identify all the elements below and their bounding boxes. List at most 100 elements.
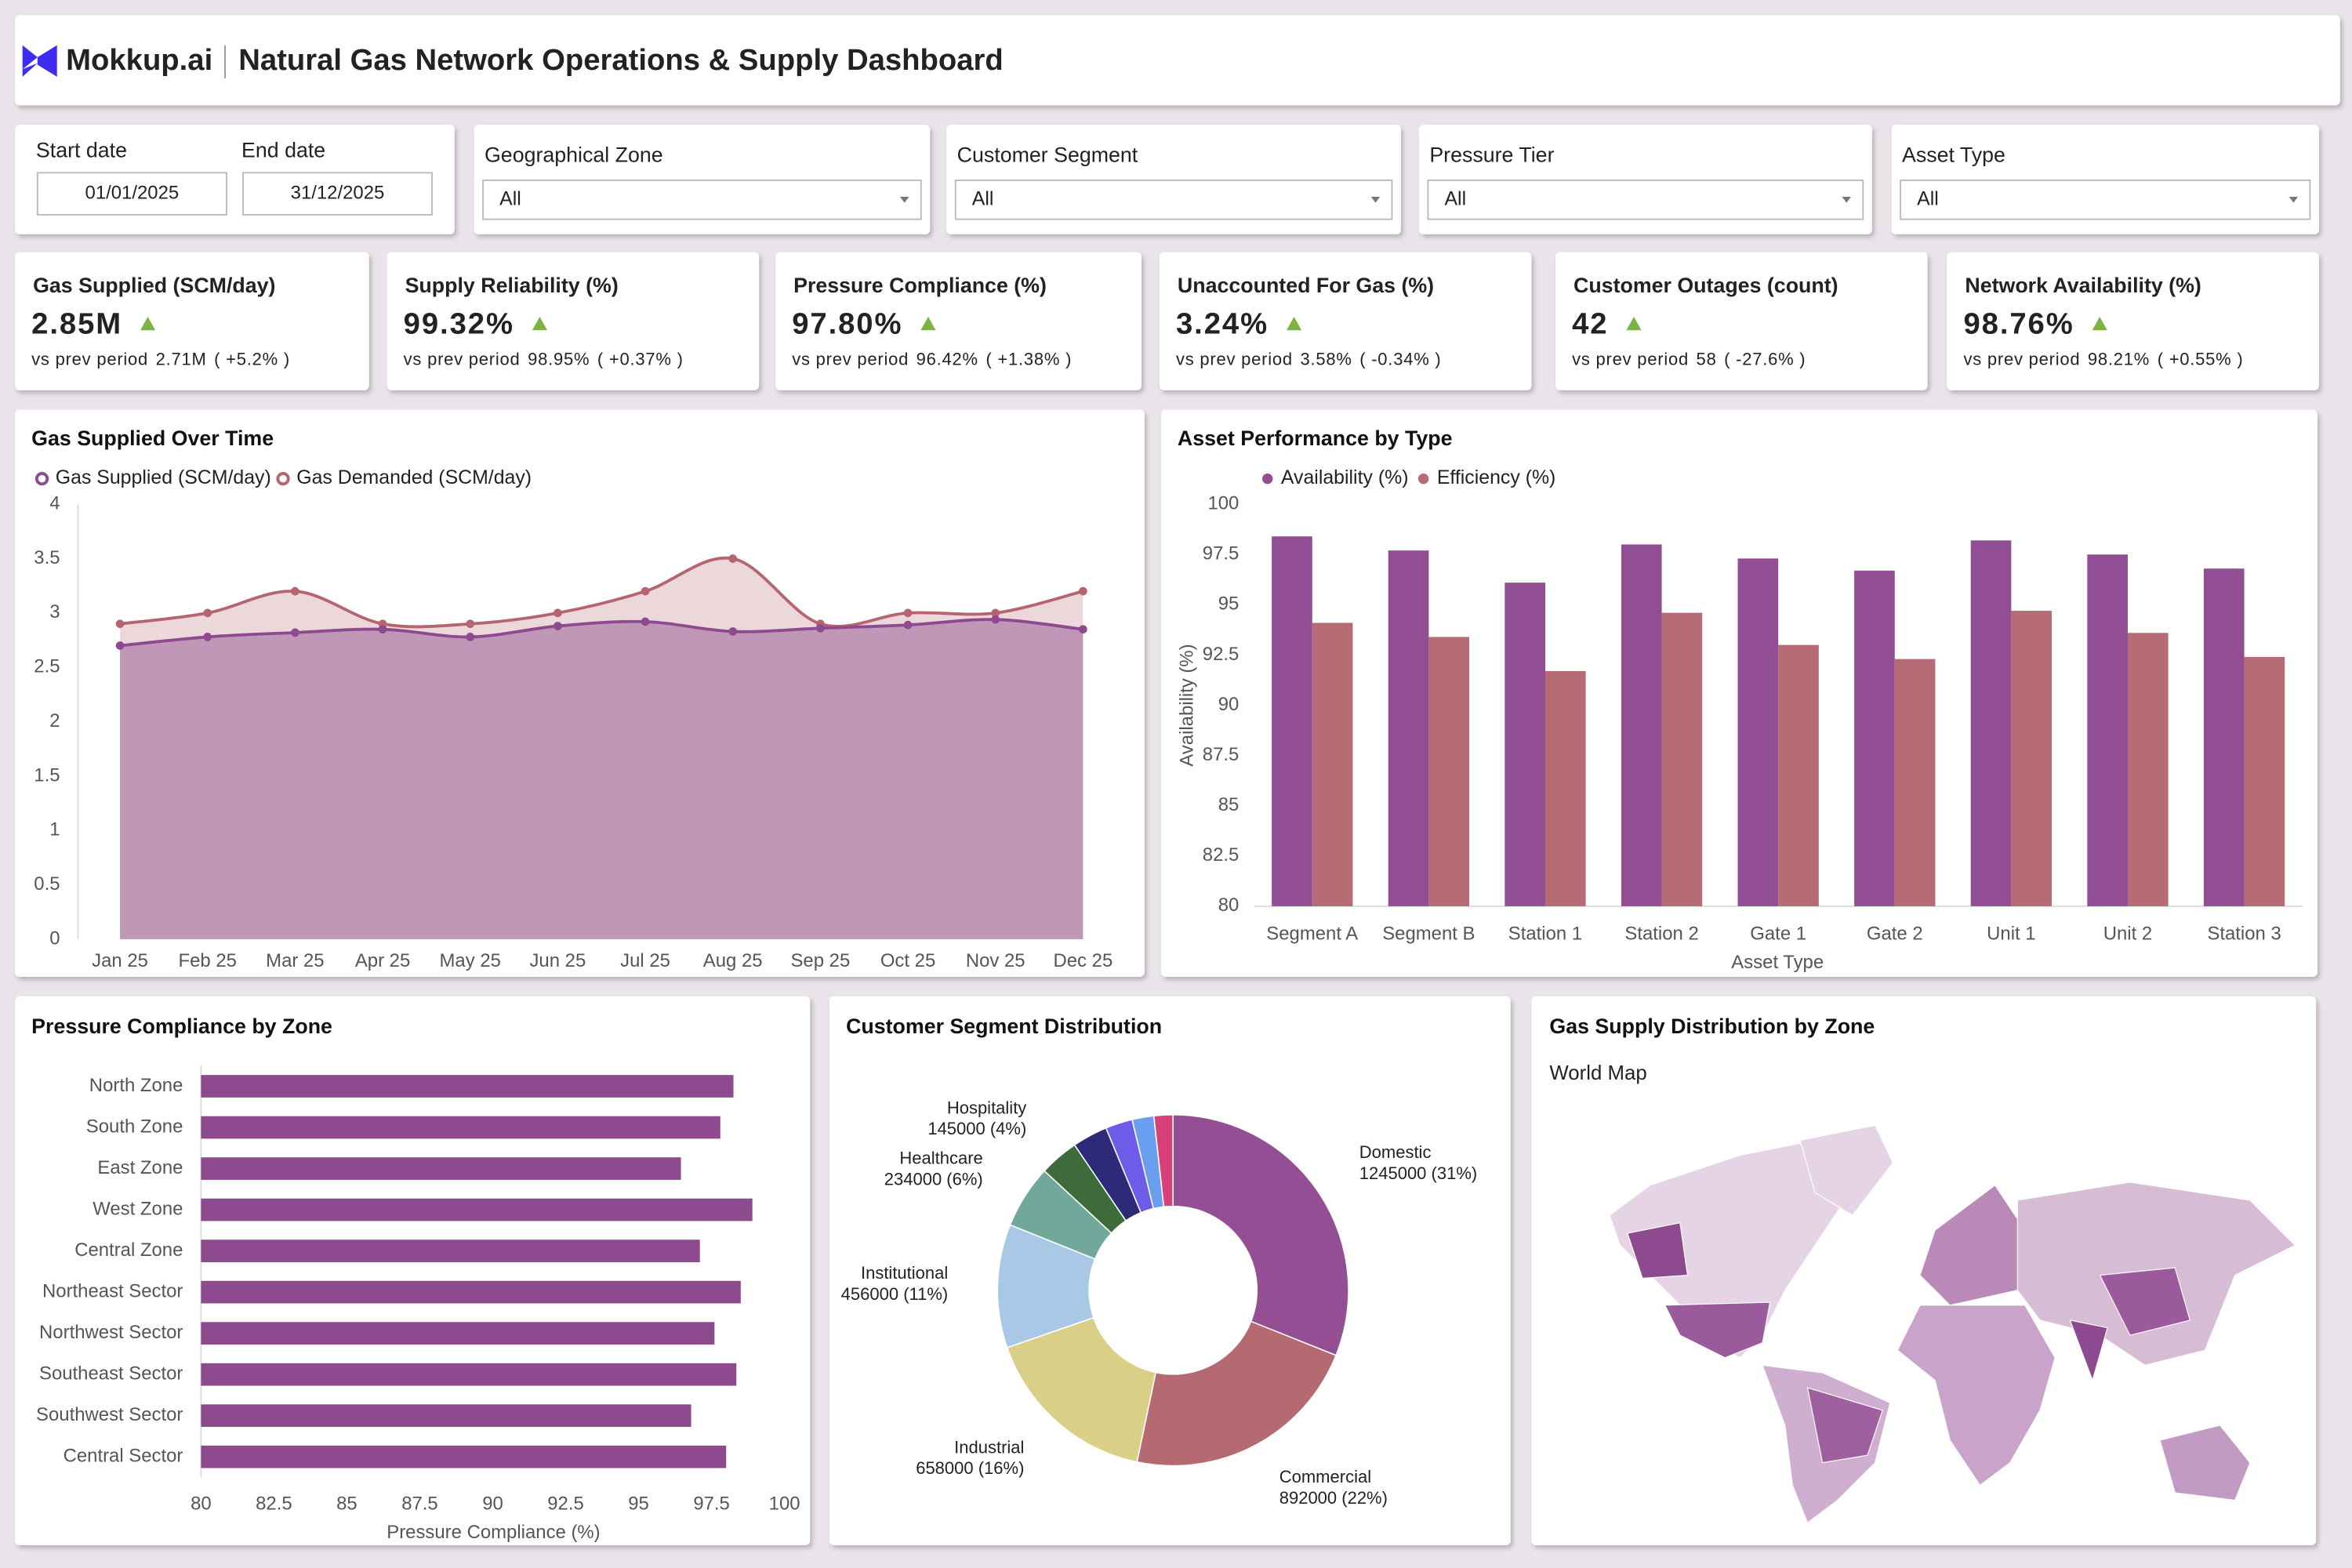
map-region	[2069, 1319, 2108, 1382]
x-tick-label: 85	[336, 1494, 358, 1515]
y-tick-label: 85	[1218, 794, 1240, 815]
slice	[1136, 1320, 1338, 1467]
slice-label: Hospitality	[947, 1098, 1026, 1117]
panel	[15, 15, 2340, 106]
y-tick-label: 87.5	[1203, 744, 1240, 765]
x-tick-label: Feb 25	[179, 950, 237, 971]
y-tick-label: 3.5	[34, 547, 60, 568]
slice-label: Institutional	[861, 1263, 948, 1283]
x-tick-label: 80	[191, 1494, 212, 1515]
kpi-change: ( +0.37% )	[597, 349, 684, 368]
x-tick-label: Gate 1	[1750, 924, 1806, 945]
kpi-title: Customer Outages (count)	[1573, 274, 1838, 297]
x-tick-label: Segment A	[1266, 924, 1358, 945]
dropdown[interactable]	[954, 179, 1393, 220]
bar	[201, 1075, 734, 1098]
kpi-title: Pressure Compliance (%)	[793, 274, 1047, 297]
y-tick-label: 1.5	[34, 764, 60, 786]
bar	[1737, 558, 1779, 906]
x-tick-label: 97.5	[693, 1494, 730, 1515]
dashboard-title: Natural Gas Network Operations & Supply …	[238, 43, 1004, 77]
x-tick-label: Jan 25	[92, 950, 148, 971]
point	[641, 586, 650, 596]
point	[203, 633, 212, 641]
bar	[201, 1404, 691, 1428]
legend-label: Availability (%)	[1281, 466, 1409, 488]
bar	[1312, 622, 1353, 906]
x-tick-label: Station 3	[2207, 924, 2281, 945]
bar	[201, 1240, 700, 1262]
map-subtitle: World Map	[1549, 1062, 1646, 1084]
filter-value: All	[1444, 187, 1466, 209]
point	[203, 608, 212, 618]
y-tick-label: North Zone	[89, 1075, 183, 1096]
bar	[201, 1157, 681, 1180]
x-tick-label: Jun 25	[529, 950, 586, 971]
filter-label: Customer Segment	[957, 143, 1138, 166]
bar	[201, 1280, 741, 1304]
map-region	[2159, 1425, 2251, 1501]
bar	[1894, 659, 1936, 906]
prev-label: vs prev period	[404, 349, 521, 368]
panel	[15, 409, 1145, 977]
point	[115, 641, 125, 650]
y-tick-label: Central Sector	[64, 1446, 183, 1467]
bar	[1504, 583, 1545, 906]
dropdown[interactable]	[1427, 179, 1864, 220]
y-tick-label: East Zone	[97, 1157, 183, 1178]
point	[991, 615, 1000, 624]
kpi-title: Unaccounted For Gas (%)	[1178, 274, 1434, 297]
x-tick-label: Jul 25	[620, 950, 670, 971]
prev-label: vs prev period	[31, 349, 148, 368]
slice	[1152, 1114, 1174, 1208]
panel	[775, 252, 1142, 390]
slice-label: Commercial	[1279, 1467, 1371, 1486]
dropdown[interactable]	[1900, 179, 2311, 220]
prev-value: 98.21%	[2088, 349, 2150, 368]
y-tick-label: Southwest Sector	[36, 1404, 183, 1425]
y-tick-label: 100	[1207, 492, 1239, 514]
slice-value-label: 234000 (6%)	[884, 1169, 983, 1189]
map-region	[1627, 1221, 1689, 1279]
x-tick-label: May 25	[440, 950, 501, 971]
slice	[1172, 1114, 1349, 1356]
x-tick-label: Segment B	[1382, 924, 1475, 945]
slice-value-label: 892000 (22%)	[1279, 1488, 1388, 1508]
slice-label: Industrial	[954, 1437, 1024, 1457]
y-tick-label: 82.5	[1203, 844, 1240, 866]
y-tick-label: 2	[49, 710, 60, 731]
y-tick-label: Southeast Sector	[39, 1363, 183, 1384]
kpi-value: 42	[1572, 307, 1608, 341]
dropdown[interactable]	[482, 179, 922, 220]
point	[728, 627, 738, 636]
point	[378, 625, 387, 634]
y-tick-label: 92.5	[1203, 644, 1240, 665]
caret	[899, 196, 909, 203]
kpi-value: 3.24%	[1176, 307, 1269, 341]
x-tick-label: 90	[482, 1494, 503, 1515]
date-input	[36, 172, 227, 216]
kpi-value: 97.80%	[792, 307, 902, 341]
bar	[1544, 670, 1586, 906]
x-tick-label: Oct 25	[880, 950, 935, 971]
x-tick-label: 92.5	[547, 1494, 584, 1515]
prev-value: 58	[1697, 349, 1717, 368]
slice-value-label: 1245000 (31%)	[1359, 1163, 1477, 1183]
legend-label: Gas Demanded (SCM/day)	[296, 466, 532, 488]
point	[466, 619, 475, 629]
bar	[201, 1445, 727, 1468]
bar	[201, 1198, 753, 1221]
y-tick-label: Central Zone	[74, 1240, 183, 1261]
bar	[1272, 536, 1312, 906]
slice-label: Domestic	[1359, 1142, 1432, 1162]
chart-title: Customer Segment Distribution	[846, 1014, 1162, 1038]
x-tick-label: Mar 25	[266, 950, 324, 971]
x-tick-label: Station 1	[1508, 924, 1582, 945]
point	[816, 623, 825, 633]
bar	[2244, 657, 2285, 906]
legend-marker	[1262, 473, 1273, 485]
filter-value: All	[499, 187, 521, 209]
point	[641, 617, 650, 626]
trend-arrow	[1286, 317, 1302, 331]
x-tick-label: 95	[628, 1494, 649, 1515]
